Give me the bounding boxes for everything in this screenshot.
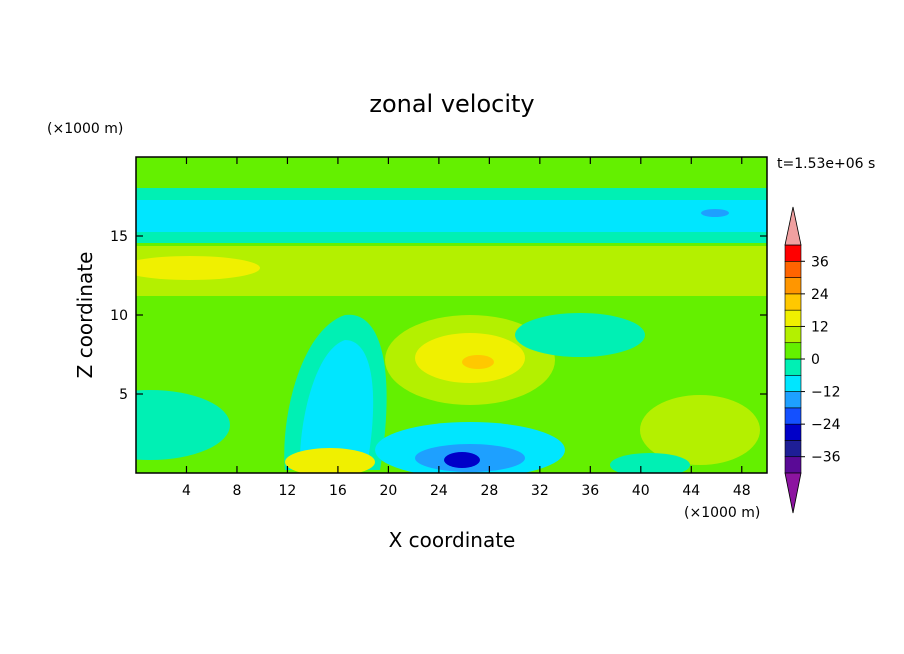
colorbar-swatch <box>784 423 802 441</box>
chart-title: zonal velocity <box>369 90 534 118</box>
colorbar-tick-label: 36 <box>811 254 829 270</box>
field-region-teal-right <box>515 313 645 357</box>
colorbar-swatch <box>784 374 802 392</box>
colorbar-overflow-low <box>784 472 802 514</box>
colorbar-swatch <box>784 244 802 262</box>
x-tick-label: 12 <box>279 483 297 499</box>
x-axis-ticks: 4 8 12 16 20 24 28 32 36 40 44 48 <box>182 157 751 499</box>
field-region-bottom-right <box>610 453 690 473</box>
colorbar-tick-label: −12 <box>811 385 841 401</box>
time-label: t=1.53e+06 s <box>777 156 875 172</box>
field-region-orange-spot <box>462 355 494 369</box>
colorbar-swatch <box>784 342 802 360</box>
colorbar-tick-label: −24 <box>811 417 841 433</box>
colorbar-tick-label: 12 <box>811 319 829 335</box>
colorbar-tick-label: −36 <box>811 450 841 466</box>
colorbar-tick-label: 0 <box>811 352 820 368</box>
colorbar-swatch <box>784 277 802 295</box>
y-axis-ticks: 5 10 15 <box>110 229 767 403</box>
y-tick-label: 10 <box>110 308 128 324</box>
x-tick-label: 20 <box>379 483 397 499</box>
y-axis-label: Z coordinate <box>73 252 97 379</box>
x-tick-label: 48 <box>733 483 751 499</box>
field-region-yellow-bottom <box>285 448 375 473</box>
colorbar-overflow-high <box>784 206 802 246</box>
colorbar-swatch <box>784 260 802 278</box>
field-band-yellow-left <box>136 256 260 280</box>
velocity-field <box>136 157 767 473</box>
field-region-upper-blue-spot <box>701 209 729 217</box>
x-tick-label: 8 <box>232 483 241 499</box>
field-region-cyan-left-core <box>300 340 374 460</box>
y-unit-label: (×1000 m) <box>47 121 123 137</box>
colorbar-swatch <box>784 407 802 425</box>
field-band-upper-cyan <box>136 200 767 232</box>
x-axis-label: X coordinate <box>389 528 516 552</box>
colorbar-swatch <box>784 293 802 311</box>
colorbar-swatch <box>784 440 802 458</box>
x-tick-label: 32 <box>531 483 549 499</box>
x-tick-label: 16 <box>329 483 347 499</box>
colorbar: 36 24 12 0 −12 −24 −36 <box>784 206 841 514</box>
x-tick-label: 24 <box>430 483 448 499</box>
x-tick-label: 44 <box>682 483 700 499</box>
y-tick-label: 5 <box>119 387 128 403</box>
x-tick-label: 28 <box>480 483 498 499</box>
field-region-right-lower <box>640 395 760 465</box>
x-tick-label: 36 <box>581 483 599 499</box>
x-tick-label: 40 <box>632 483 650 499</box>
x-tick-label: 4 <box>182 483 191 499</box>
y-tick-label: 15 <box>110 229 128 245</box>
field-region-darkblue-spot <box>444 452 480 468</box>
colorbar-swatch <box>784 391 802 409</box>
field-region-lower-left <box>136 390 230 460</box>
x-unit-label: (×1000 m) <box>684 505 760 521</box>
colorbar-tick-label: 24 <box>811 287 829 303</box>
colorbar-swatch <box>784 309 802 327</box>
colorbar-swatch <box>784 456 802 474</box>
colorbar-swatch <box>784 358 802 376</box>
colorbar-swatch <box>784 326 802 344</box>
